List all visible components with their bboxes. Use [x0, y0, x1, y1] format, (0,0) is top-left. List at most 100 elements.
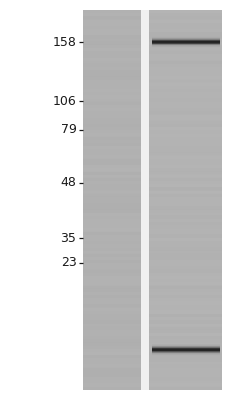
Bar — [83, 73, 141, 76]
Bar — [83, 361, 141, 365]
Bar — [83, 60, 141, 64]
Bar — [83, 171, 141, 175]
Bar — [83, 304, 141, 308]
Bar — [83, 234, 141, 238]
Bar — [83, 244, 141, 248]
Bar — [149, 76, 221, 80]
Bar — [83, 26, 141, 29]
Bar — [83, 276, 141, 279]
Bar — [151, 345, 219, 346]
Bar — [83, 260, 141, 263]
Bar — [83, 158, 141, 162]
Bar — [83, 250, 141, 254]
Bar — [83, 190, 141, 194]
Bar — [149, 317, 221, 320]
Text: 35: 35 — [60, 232, 76, 244]
Bar — [149, 348, 221, 352]
Bar — [149, 193, 221, 197]
Bar — [149, 70, 221, 73]
Bar — [83, 19, 141, 23]
Bar — [149, 178, 221, 181]
Bar — [83, 38, 141, 42]
Bar — [149, 140, 221, 143]
Bar — [149, 222, 221, 225]
Bar — [83, 225, 141, 228]
Bar — [83, 10, 141, 390]
Bar — [151, 347, 219, 348]
Bar — [83, 86, 141, 89]
Bar — [151, 355, 219, 356]
Bar — [149, 257, 221, 260]
Bar — [83, 146, 141, 149]
Bar — [83, 317, 141, 320]
Bar — [151, 348, 219, 349]
Bar — [149, 386, 221, 390]
Bar — [151, 37, 219, 38]
Bar — [83, 111, 141, 114]
Bar — [149, 339, 221, 342]
Bar — [83, 187, 141, 190]
Bar — [83, 168, 141, 172]
Bar — [149, 330, 221, 333]
Text: 79: 79 — [60, 123, 76, 136]
Bar — [149, 29, 221, 32]
Bar — [149, 104, 221, 108]
Bar — [83, 298, 141, 301]
Bar — [83, 333, 141, 336]
Bar — [151, 348, 219, 349]
Bar — [83, 196, 141, 200]
Bar — [149, 35, 221, 38]
Text: 48: 48 — [60, 176, 76, 189]
Bar — [83, 193, 141, 197]
Bar — [83, 120, 141, 124]
Bar — [83, 339, 141, 342]
Text: 106: 106 — [52, 95, 76, 108]
Bar — [151, 38, 219, 39]
Bar — [151, 41, 219, 42]
Bar — [151, 39, 219, 40]
Bar — [149, 383, 221, 387]
Bar — [149, 234, 221, 238]
Bar — [151, 354, 219, 355]
Bar — [149, 162, 221, 165]
Bar — [83, 269, 141, 273]
Bar — [149, 54, 221, 58]
Bar — [83, 301, 141, 304]
Bar — [83, 368, 141, 371]
Bar — [149, 196, 221, 200]
Bar — [149, 260, 221, 263]
Bar — [83, 142, 141, 146]
Bar — [149, 269, 221, 273]
Bar — [83, 320, 141, 324]
Bar — [83, 218, 141, 222]
Bar — [83, 162, 141, 165]
Bar — [151, 45, 219, 46]
Bar — [83, 323, 141, 327]
Bar — [151, 43, 219, 44]
Bar — [83, 200, 141, 203]
Bar — [149, 377, 221, 380]
Bar — [149, 142, 221, 146]
Bar — [149, 111, 221, 114]
Bar — [83, 108, 141, 111]
Bar — [149, 13, 221, 16]
Bar — [149, 370, 221, 374]
Bar — [149, 228, 221, 232]
Bar — [149, 298, 221, 301]
Bar — [83, 279, 141, 282]
Bar — [83, 294, 141, 298]
Bar — [149, 10, 221, 390]
Bar — [83, 32, 141, 35]
Bar — [83, 364, 141, 368]
Bar — [149, 19, 221, 23]
Bar — [151, 38, 219, 39]
Bar — [83, 330, 141, 333]
Bar — [149, 304, 221, 308]
Bar — [149, 282, 221, 286]
Bar — [149, 38, 221, 42]
Bar — [83, 307, 141, 311]
Bar — [83, 114, 141, 118]
Bar — [83, 292, 141, 295]
Bar — [83, 336, 141, 339]
Bar — [83, 98, 141, 102]
